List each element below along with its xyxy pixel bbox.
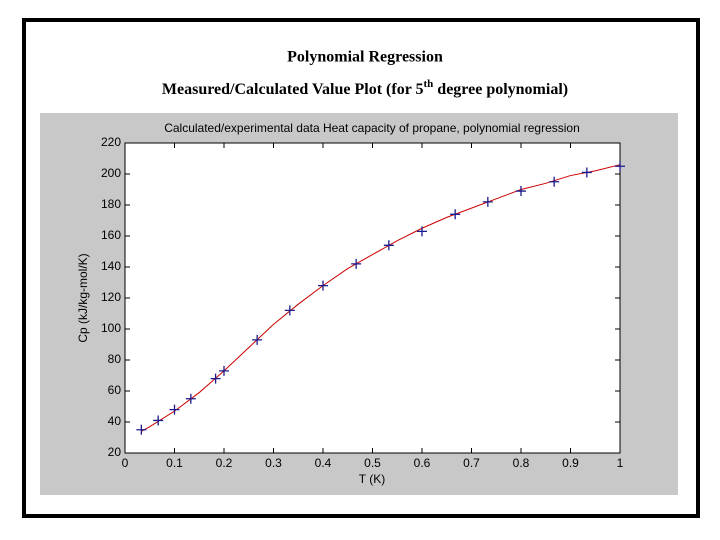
y-axis-label: Cp (kJ/kg-mol/K) bbox=[76, 253, 90, 342]
data-point bbox=[318, 280, 328, 291]
x-tick-label: 0.5 bbox=[364, 456, 381, 470]
y-tick-label: 60 bbox=[108, 383, 122, 397]
axes-box bbox=[124, 142, 621, 454]
x-tick-label: 1 bbox=[617, 456, 624, 470]
x-tick-label: 0.8 bbox=[513, 456, 530, 470]
x-tick-label: 0.4 bbox=[315, 456, 332, 470]
data-point bbox=[581, 167, 592, 178]
data-point bbox=[516, 186, 526, 197]
x-tick-label: 0.9 bbox=[562, 456, 579, 470]
slide-title: Polynomial Regression bbox=[287, 49, 443, 66]
y-tick-label: 20 bbox=[108, 445, 122, 459]
y-tick-label: 200 bbox=[101, 166, 121, 180]
subtitle-sup: th bbox=[424, 78, 434, 90]
subtitle-text: degree polynomial) bbox=[433, 81, 568, 98]
chart-title: Calculated/experimental data Heat capaci… bbox=[164, 121, 580, 135]
y-tick-label: 140 bbox=[101, 259, 121, 273]
subtitle-text: Measured/Calculated Value Plot (for 5 bbox=[162, 81, 424, 98]
slide-subtitle: Measured/Calculated Value Plot (for 5th … bbox=[162, 78, 568, 98]
y-tick-label: 180 bbox=[101, 197, 121, 211]
x-tick-label: 0.1 bbox=[166, 456, 183, 470]
data-point bbox=[219, 365, 229, 376]
x-tick-label: 0 bbox=[122, 456, 129, 470]
data-point bbox=[549, 176, 560, 187]
data-point bbox=[450, 209, 461, 220]
data-point bbox=[136, 424, 147, 435]
plot-area bbox=[125, 143, 620, 453]
y-tick-label: 80 bbox=[108, 352, 122, 366]
data-point bbox=[185, 393, 196, 404]
x-axis-label: T (K) bbox=[359, 472, 385, 486]
x-tick-label: 0.7 bbox=[463, 456, 480, 470]
data-point bbox=[153, 415, 164, 426]
fit-line bbox=[141, 164, 621, 432]
data-point bbox=[252, 334, 263, 345]
y-tick-label: 160 bbox=[101, 228, 121, 242]
x-tick-label: 0.6 bbox=[414, 456, 431, 470]
x-tick-label: 0.2 bbox=[216, 456, 233, 470]
data-point bbox=[351, 258, 362, 269]
data-point bbox=[284, 305, 295, 316]
data-point bbox=[210, 373, 221, 384]
y-tick-label: 40 bbox=[108, 414, 122, 428]
data-point bbox=[482, 196, 493, 207]
y-tick-label: 100 bbox=[101, 321, 121, 335]
data-point bbox=[383, 240, 394, 251]
y-tick-label: 120 bbox=[101, 290, 121, 304]
data-point bbox=[169, 404, 180, 415]
data-point bbox=[615, 161, 625, 172]
x-tick-label: 0.3 bbox=[265, 456, 282, 470]
y-tick-label: 220 bbox=[101, 135, 121, 149]
data-point bbox=[417, 226, 427, 237]
